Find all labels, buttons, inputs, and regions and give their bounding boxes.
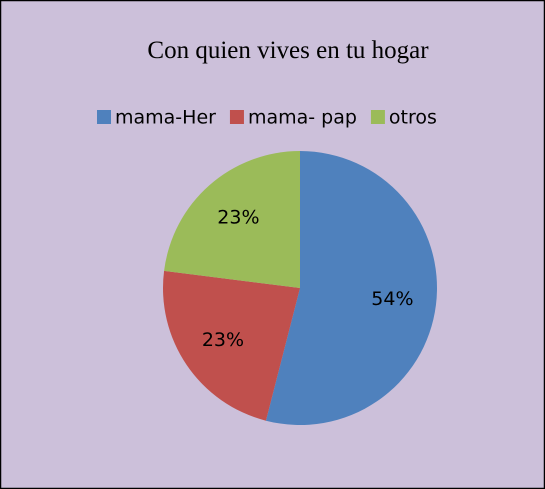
chart-title: Con quien vives en tu hogar: [147, 37, 429, 64]
pie: 54% 23% 23%: [163, 151, 437, 425]
pie-slice: [265, 151, 437, 425]
legend-label: mama-Her: [115, 107, 216, 129]
legend-label: mama- pap: [248, 107, 357, 129]
legend: mama-Her mama- pap otros: [97, 107, 437, 129]
data-label: 54%: [371, 288, 413, 310]
data-label: 23%: [217, 207, 259, 229]
legend-swatch: [229, 110, 244, 124]
pie-slice: [163, 270, 300, 421]
legend-swatch: [97, 110, 111, 124]
data-label: 23%: [202, 329, 244, 351]
legend-label: otros: [389, 107, 437, 129]
legend-swatch: [370, 110, 385, 124]
pie-slice: [164, 151, 300, 288]
